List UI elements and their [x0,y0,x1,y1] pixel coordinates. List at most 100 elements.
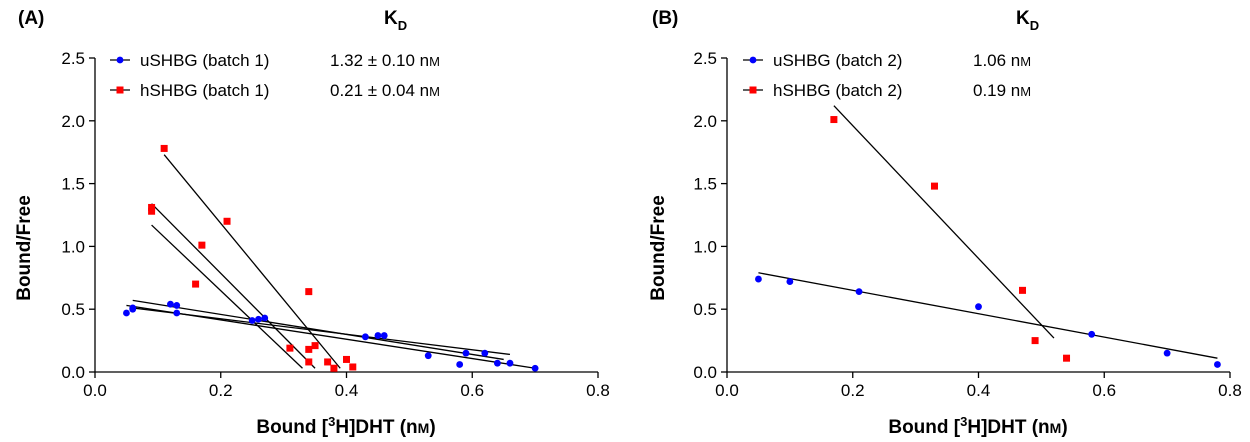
y-axis-title: Bound/Free [14,195,35,301]
chart-panel-a: (A) KD Bound/Free Bound [3H]DHT (nM) uSH… [14,8,610,438]
data-point-square [349,363,357,371]
legend-kd-value: 0.19 nM [973,81,1031,100]
data-point-circle [975,303,982,311]
y-tick-label: 1.5 [693,175,717,194]
data-point-circle [167,300,174,308]
fit-line [151,224,303,369]
data-point-circle [481,349,489,357]
data-point-square [305,345,313,353]
data-point-circle [456,361,464,368]
legend: uSHBG (batch 2) 1.06 nM hSHBG (batch 2) … [743,51,1031,100]
y-tick-label: 2.0 [61,112,85,131]
x-tick-label: 0.6 [1092,381,1116,400]
fit-lines [758,105,1218,359]
x-tick-label: 0.2 [209,381,233,400]
data-point-circle [123,309,130,317]
y-tick-label: 1.5 [61,175,85,194]
kd-header: KD [1016,8,1039,33]
data-point-square [311,342,319,350]
data-point-circle [786,278,794,285]
data-point-circle [531,364,539,372]
y-tick-label: 1.0 [693,237,717,256]
fit-line [132,299,504,361]
fit-line [833,105,1055,339]
data-point-circle [1088,330,1096,338]
data-point-square [1063,354,1071,362]
data-point-circle [129,304,137,312]
data-point-circle [1163,349,1171,357]
y-tick-label: 0.5 [61,300,85,319]
data-point-circle [261,314,269,322]
x-tick-label: 0.4 [967,381,991,400]
y-tick-label: 2.5 [693,49,717,68]
data-point-circle [380,332,388,339]
axes: 0.0 0.5 1.0 1.5 2.0 2.5 0.0 0.2 0.4 0.6 0.8 [61,49,609,400]
data-point-circle [374,332,382,339]
fit-line [163,154,341,369]
data-point-square [305,358,313,366]
axes: 0.0 0.5 1.0 1.5 2.0 2.5 0.0 0.2 0.4 0.6 0.8 [693,49,1241,400]
data-points [755,116,1221,368]
y-tick-label: 0.0 [61,363,85,382]
data-point-square [930,182,938,190]
data-point-square [223,217,231,225]
data-point-square [148,207,156,215]
legend-entry-0: uSHBG (batch 2) 1.06 nM [743,51,1031,70]
legend-kd-value: 1.32 ± 0.10 nM [330,51,440,70]
data-point-square [305,288,313,296]
legend-series-name: hSHBG (batch 1) [140,81,269,100]
data-point-square [286,344,294,352]
legend-series-name: uSHBG (batch 2) [773,51,902,70]
data-point-square [1019,286,1027,294]
x-tick-label: 0.8 [1218,381,1242,400]
x-tick-label: 0.4 [335,381,359,400]
data-point-circle [173,309,181,317]
y-axis-title: Bound/Free [648,195,669,301]
legend-entry-1: hSHBG (batch 1) 0.21 ± 0.04 nM [110,81,440,100]
legend: uSHBG (batch 1) 1.32 ± 0.10 nM hSHBG (ba… [110,51,440,100]
legend-kd-value: 1.06 nM [973,51,1031,70]
y-tick-label: 0.5 [693,300,717,319]
fit-line [151,203,316,369]
y-tick-label: 2.0 [693,112,717,131]
legend-kd-value: 0.21 ± 0.04 nM [330,81,440,100]
data-point-square [1031,337,1039,345]
legend-series-name: uSHBG (batch 1) [140,51,269,70]
x-tick-label: 0.0 [83,381,107,400]
legend-marker-circle [749,56,757,64]
data-point-square [148,203,156,211]
legend-entry-0: uSHBG (batch 1) 1.32 ± 0.10 nM [110,51,440,70]
legend-marker-square [116,86,124,94]
x-axis-title: Bound [3H]DHT (nM) [256,414,435,438]
data-point-square [830,116,838,124]
data-point-circle [855,288,863,296]
data-point-square [160,144,168,152]
data-point-circle [1214,361,1221,368]
data-point-circle [248,317,256,324]
data-point-square [192,280,200,288]
y-tick-label: 0.0 [693,363,717,382]
data-points [123,144,539,372]
y-tick-label: 1.0 [61,237,85,256]
x-tick-label: 0.8 [586,381,610,400]
panel-label: (A) [18,8,44,29]
data-point-circle [255,315,262,323]
legend-marker-circle [116,56,124,64]
data-point-square [330,364,338,372]
data-point-circle [424,352,432,360]
data-point-square [343,355,350,363]
x-tick-label: 0.0 [715,381,739,400]
kd-header: KD [384,8,407,33]
data-point-square [324,358,332,366]
data-point-square [198,241,206,249]
panel-label: (B) [652,8,678,29]
fit-line [758,272,1218,359]
legend-marker-square [749,86,757,94]
x-axis-title: Bound [3H]DHT (nM) [888,414,1067,438]
chart-panel-b: (B) KD Bound/Free Bound [3H]DHT (nM) uSH… [648,8,1242,438]
x-tick-label: 0.6 [460,381,484,400]
data-point-circle [173,302,181,309]
fit-lines [126,154,536,369]
legend-series-name: hSHBG (batch 2) [773,81,902,100]
